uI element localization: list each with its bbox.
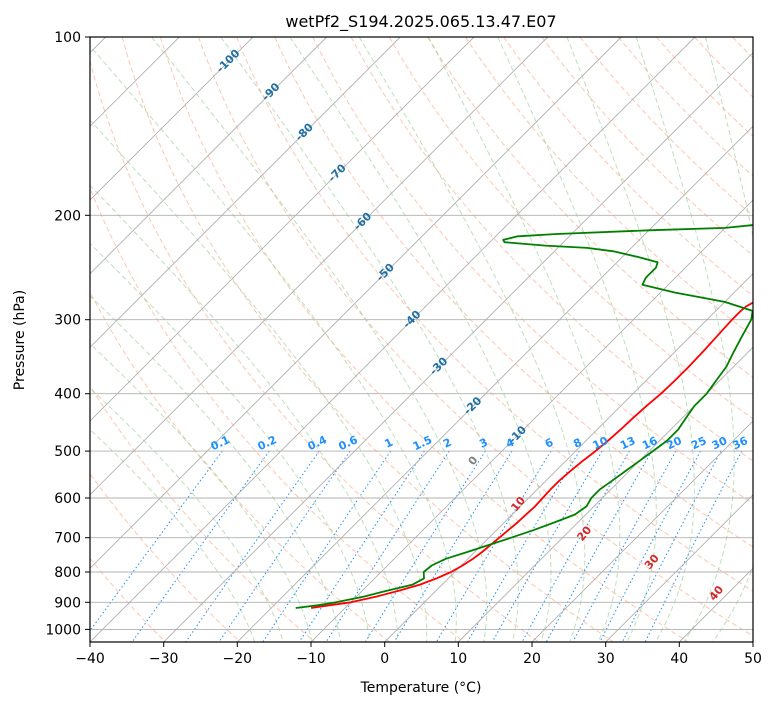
- y-tick-label: 800: [54, 565, 81, 581]
- dry-adiabat-line: [541, 37, 753, 257]
- isotherm-line: [236, 125, 753, 642]
- x-tick-label: 0: [380, 651, 389, 667]
- chart-title: wetPf2_S194.2025.065.13.47.E07: [285, 12, 556, 32]
- x-tick-label: −40: [75, 651, 105, 667]
- moist-adiabat-line: [90, 119, 428, 642]
- mixing-ratio-label: 20: [665, 434, 685, 452]
- mixing-ratio-line: [131, 450, 270, 642]
- x-tick-label: 20: [523, 651, 541, 667]
- isotherm-line: [163, 52, 753, 642]
- y-tick-label: 300: [54, 313, 81, 329]
- series-lines: [295, 224, 753, 609]
- mixing-ratio-line: [364, 450, 486, 642]
- isotherm-line: [90, 37, 328, 275]
- isotherm-line: [90, 37, 622, 569]
- temperature-line: [310, 301, 753, 609]
- mixing-ratio-line: [393, 450, 513, 642]
- dry-adiabat-line: [90, 291, 390, 642]
- mixing-ratio-label: 25: [689, 434, 708, 452]
- dry-adiabat-line: [426, 37, 753, 378]
- isotherm-line: [90, 37, 254, 201]
- y-tick-label: 400: [54, 387, 81, 403]
- moist-adiabat-line: [151, 37, 488, 642]
- y-axis-title: Pressure (hPa): [12, 290, 28, 390]
- x-tick-label: −30: [149, 651, 179, 667]
- x-tick-label: 50: [744, 651, 762, 667]
- plot-background: [90, 37, 753, 642]
- moist-adiabat-line: [90, 184, 399, 642]
- x-axis: −40 −30 −20 −10 0 10 20 30 40 50: [75, 642, 762, 667]
- dry-adiabat-line: [617, 37, 753, 177]
- mixing-ratio-line: [545, 450, 653, 642]
- dry-adiabat-line: [121, 37, 614, 642]
- y-tick-label: 1000: [45, 622, 81, 638]
- dry-adiabat-line: [274, 37, 753, 548]
- x-tick-label: 40: [670, 651, 688, 667]
- dry-adiabat-line: [90, 186, 465, 642]
- mixing-ratio-line: [599, 450, 701, 642]
- moist-adiabat-line: [90, 45, 457, 642]
- y-tick-label: 900: [54, 595, 81, 611]
- moist-adiabat-line: [358, 37, 586, 642]
- mixing-ratio-line: [491, 450, 603, 642]
- dry-adiabat-line: [312, 37, 753, 505]
- moist-adiabat-line: [566, 37, 695, 642]
- dry-adiabat-line: [503, 37, 753, 297]
- isotherm-line: [605, 494, 753, 642]
- grid: [90, 37, 753, 642]
- dry-adiabat-line: [159, 37, 689, 642]
- mixing-ratio-label: 16: [640, 434, 660, 452]
- mixing-ratio-line: [572, 450, 677, 642]
- y-tick-label: 100: [54, 30, 81, 46]
- isotherm-line: [531, 420, 753, 642]
- x-tick-label: 10: [449, 651, 467, 667]
- isotherm-line: [90, 37, 549, 496]
- y-tick-label: 200: [54, 208, 81, 224]
- plot-frame: [89, 36, 754, 643]
- dry-adiabat-line: [90, 472, 241, 642]
- x-axis-title: Temperature (°C): [360, 680, 482, 696]
- moist-adiabat-line: [220, 37, 519, 642]
- isotherm-line: [310, 199, 753, 642]
- x-tick-label: −20: [223, 651, 253, 667]
- mixing-ratio-line: [467, 450, 580, 642]
- mixing-ratio-label: 30: [710, 434, 730, 452]
- isotherm-line: [90, 37, 696, 642]
- moist-adiabat-line: [90, 242, 370, 642]
- mixing-ratio-label: 13: [618, 434, 637, 452]
- mixing-ratio-line: [185, 450, 320, 642]
- mixing-ratio-line: [621, 450, 722, 642]
- y-axis: 100 200 300 400 500 600 700 800 900 1000: [45, 30, 90, 638]
- dry-adiabat-line: [90, 384, 316, 642]
- mixing-ratio-label: 10: [591, 434, 611, 452]
- mixing-ratio-line: [521, 450, 630, 642]
- dewpoint-line: [295, 224, 753, 609]
- dry-adiabat-line: [388, 37, 753, 420]
- y-tick-label: 600: [54, 491, 81, 507]
- x-tick-label: −10: [296, 651, 326, 667]
- moist-adiabat-line: [428, 37, 621, 642]
- x-tick-label: 30: [597, 651, 615, 667]
- isotherm-line: [90, 37, 475, 422]
- isotherm-line: [457, 346, 753, 642]
- dry-adiabat-line: [198, 37, 753, 637]
- dry-adiabat-line: [90, 59, 540, 642]
- mixing-ratio-label: 36: [731, 434, 751, 452]
- y-tick-label: 700: [54, 531, 81, 547]
- isotherm-line: [384, 273, 753, 642]
- mixing-ratio-line: [435, 450, 552, 642]
- background-reference-lines: [90, 37, 753, 642]
- mixing-ratio-line: [218, 450, 351, 642]
- y-tick-label: 500: [54, 444, 81, 460]
- isotherm-line: [90, 37, 401, 348]
